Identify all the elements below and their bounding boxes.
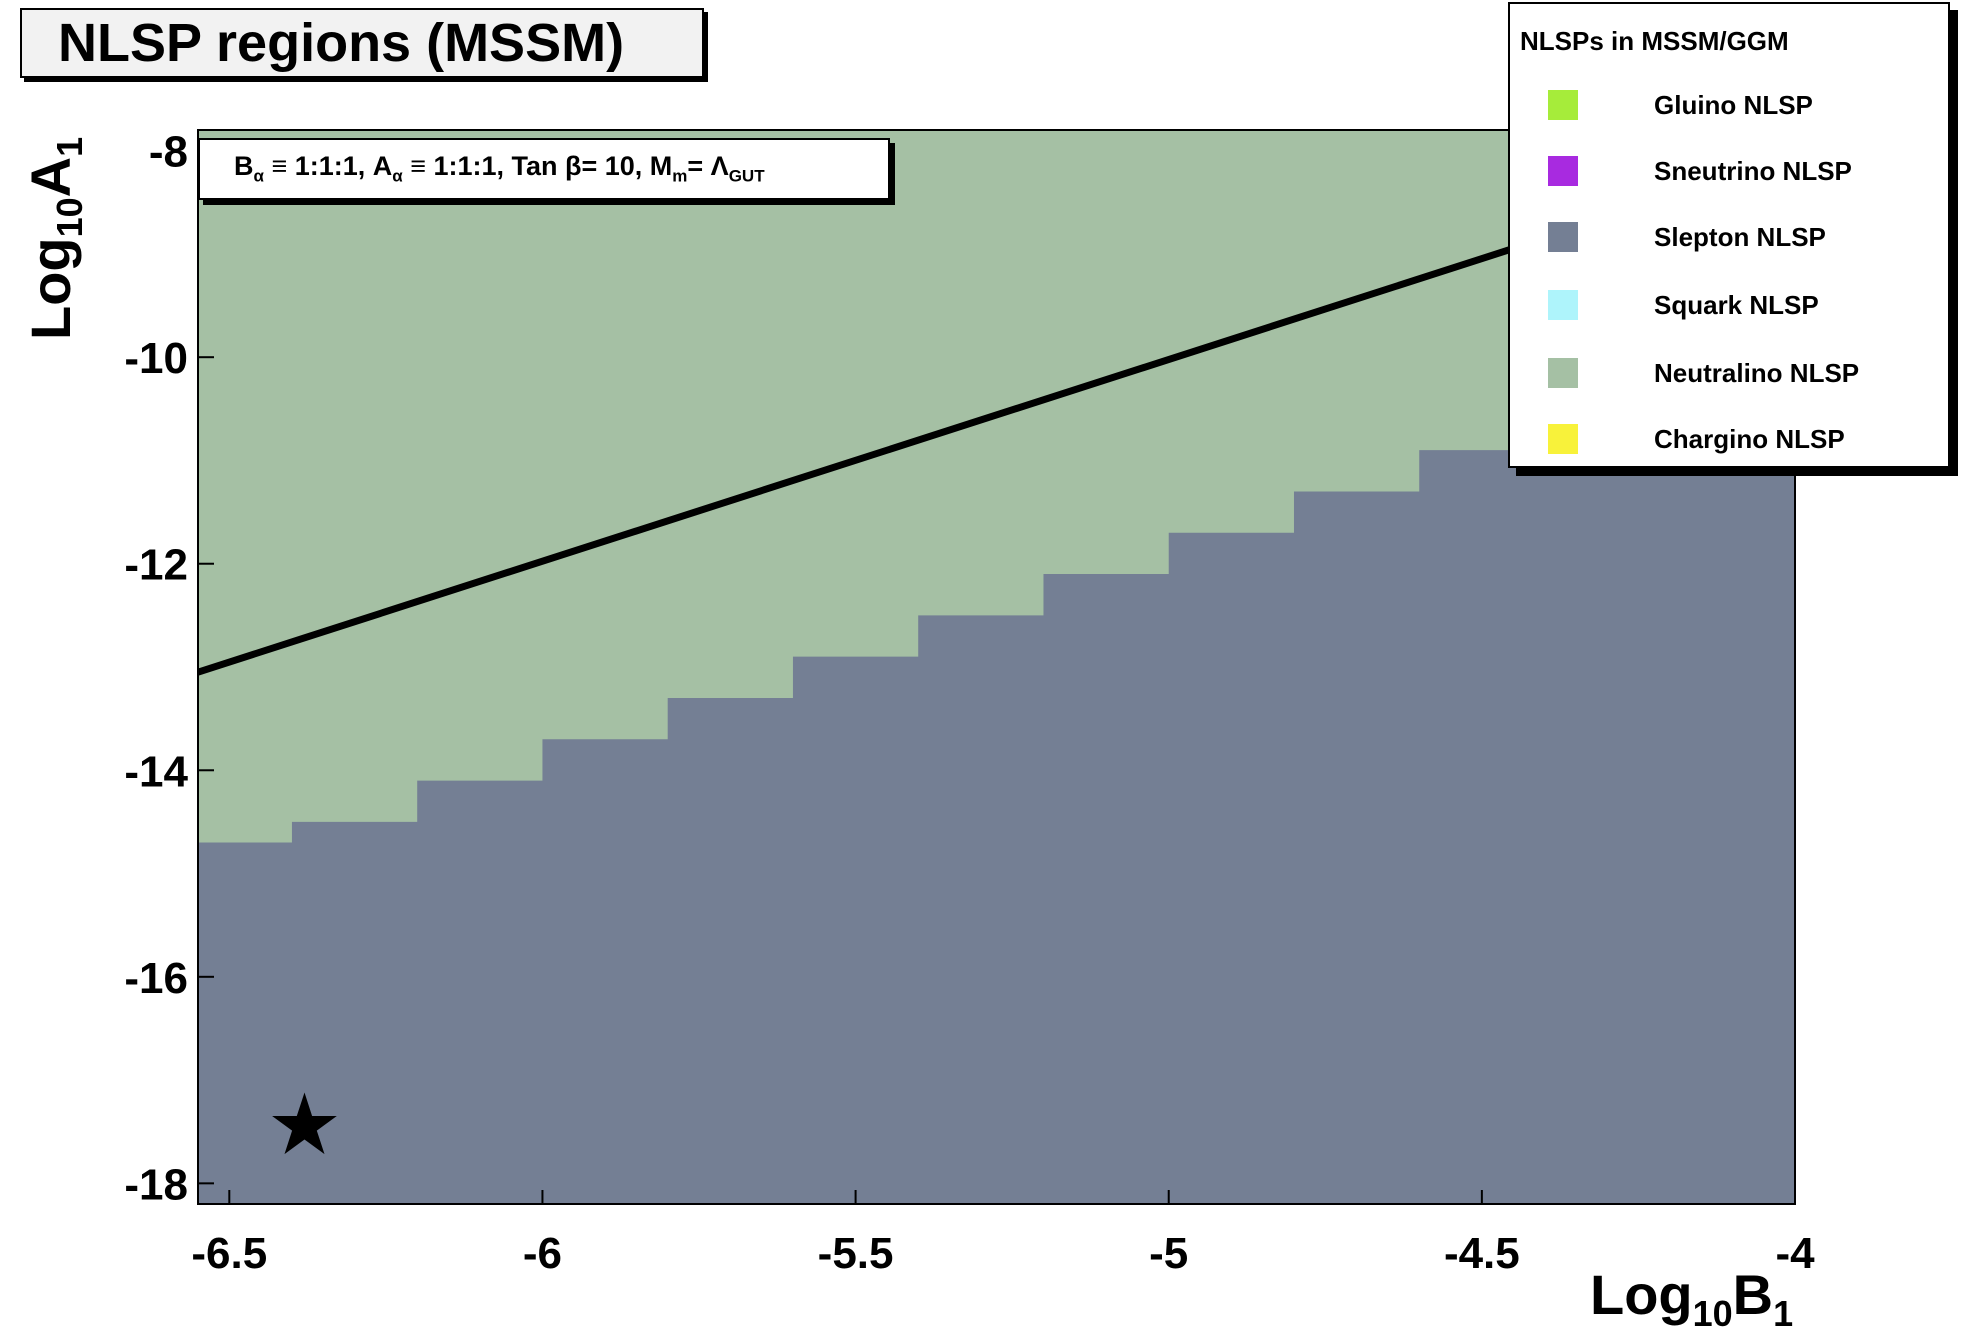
param-eq1: ≡ 1:1:1, A	[263, 151, 393, 181]
legend-swatch	[1548, 222, 1578, 252]
legend-item: Sneutrino NLSP	[1548, 152, 1938, 192]
legend-swatch	[1548, 424, 1578, 454]
x-tick-label: -4.5	[1444, 1229, 1520, 1278]
legend-label: Neutralino NLSP	[1654, 358, 1860, 388]
param-eq3: = Λ	[687, 151, 729, 181]
y-tick-label: -8	[149, 128, 188, 177]
x-axis-title-var-sub: 1	[1773, 1293, 1794, 1335]
slepton-region	[198, 357, 1795, 1204]
x-tick-label: -6.5	[191, 1229, 267, 1278]
y-axis-title-var: A	[19, 156, 82, 198]
y-axis-title-sub: 10	[49, 197, 91, 238]
x-tick-label: -6	[523, 1229, 562, 1278]
star-marker	[272, 1092, 337, 1155]
legend-item: Slepton NLSP	[1548, 218, 1938, 258]
param-m-sub: m	[672, 166, 688, 186]
param-gut-sub: GUT	[728, 166, 765, 186]
legend-item: Squark NLSP	[1548, 286, 1938, 326]
chart-title-box: NLSP regions (MSSM)	[20, 8, 704, 78]
x-tick-label: -5.5	[818, 1229, 894, 1278]
y-axis-title-main: Log	[19, 237, 82, 340]
y-tick-label: -10	[124, 334, 188, 383]
plot-frame	[197, 129, 1796, 1205]
x-axis-title-var: B	[1732, 1263, 1774, 1326]
legend-label: Sneutrino NLSP	[1654, 156, 1852, 186]
legend: NLSPs in MSSM/GGM Gluino NLSP Sneutrino …	[1508, 2, 1950, 468]
legend-title: NLSPs in MSSM/GGM	[1520, 26, 1789, 56]
y-axis-title: Log10A1	[18, 137, 91, 340]
y-axis-title-var-sub: 1	[49, 136, 91, 157]
legend-item: Gluino NLSP	[1548, 86, 1938, 126]
legend-label: Chargino NLSP	[1654, 424, 1845, 454]
param-b: B	[234, 151, 254, 181]
legend-label: Gluino NLSP	[1654, 90, 1813, 120]
legend-item: Neutralino NLSP	[1548, 354, 1938, 394]
legend-swatch	[1548, 90, 1578, 120]
x-axis-title-main: Log	[1590, 1263, 1693, 1326]
chart-title: NLSP regions (MSSM)	[58, 13, 625, 73]
x-axis-title-sub: 10	[1692, 1293, 1733, 1335]
x-tick-label: -5	[1149, 1229, 1188, 1278]
x-tick-label: -4	[1775, 1229, 1815, 1278]
param-a-sub: α	[392, 166, 403, 186]
parameter-label: Bα ≡ 1:1:1, Aα ≡ 1:1:1, Tan β= 10, Mm= Λ…	[198, 138, 890, 200]
x-axis-title: Log10B1	[1590, 1262, 1793, 1335]
legend-item: Chargino NLSP	[1548, 420, 1938, 460]
y-tick-label: -12	[124, 541, 188, 590]
legend-swatch	[1548, 290, 1578, 320]
legend-swatch	[1548, 358, 1578, 388]
y-tick-label: -14	[124, 747, 188, 796]
param-eq2: ≡ 1:1:1, Tan β= 10, M	[402, 151, 673, 181]
y-tick-label: -16	[124, 954, 188, 1003]
param-b-sub: α	[253, 166, 264, 186]
legend-swatch	[1548, 156, 1578, 186]
y-tick-label: -18	[124, 1160, 188, 1209]
boundary-line	[196, 235, 1546, 676]
legend-label: Slepton NLSP	[1654, 222, 1826, 252]
legend-label: Squark NLSP	[1654, 290, 1819, 320]
axis-ticks: -6.5 -6 -5.5 -5 -4.5 -4 -8 -10 -12 -14 -16 -18	[124, 128, 1815, 1278]
